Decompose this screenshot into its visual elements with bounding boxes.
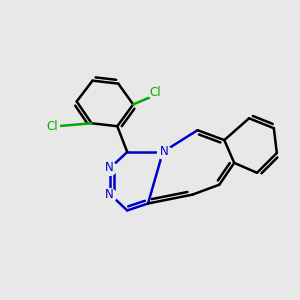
Text: Cl: Cl — [149, 85, 161, 98]
Text: Cl: Cl — [46, 120, 58, 133]
Text: N: N — [104, 188, 113, 201]
Text: N: N — [160, 146, 169, 158]
Text: N: N — [104, 161, 113, 174]
